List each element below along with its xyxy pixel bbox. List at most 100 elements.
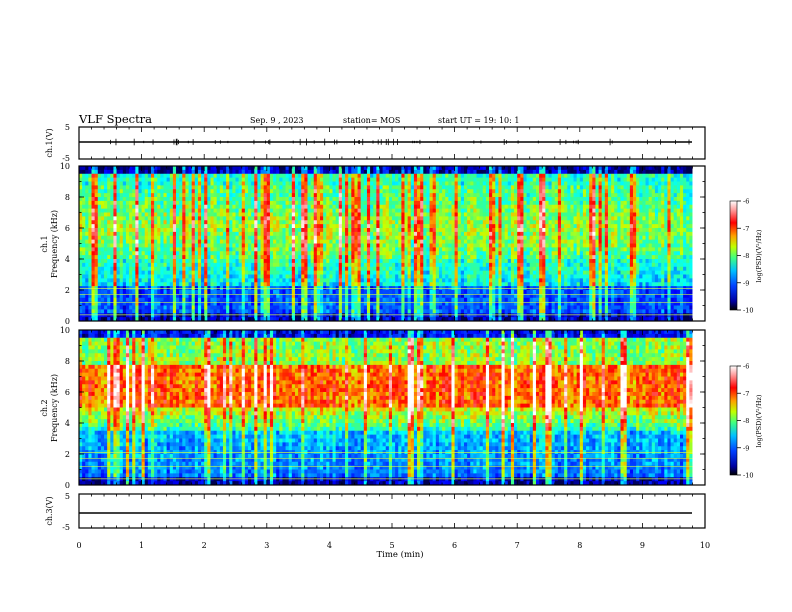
spectrogram-cell — [191, 189, 196, 194]
spectrogram-cell — [426, 282, 430, 287]
spectrogram-cell — [282, 220, 286, 225]
spectrogram-cell — [248, 290, 252, 295]
spectrogram-cell — [222, 235, 227, 241]
spectrogram-cell — [116, 200, 121, 206]
spectrogram-cell — [395, 297, 399, 303]
spectrogram-cell — [213, 204, 218, 210]
spectrogram-cell — [204, 169, 208, 175]
spectrogram-cell — [94, 243, 99, 248]
spectrogram-cell — [451, 189, 455, 194]
spectrogram-cell — [132, 282, 136, 287]
spectrogram-cell — [91, 259, 96, 264]
spectrogram-cell — [360, 274, 365, 279]
spectrogram-cell — [438, 193, 443, 198]
spectrogram-cell — [257, 239, 261, 244]
spectrogram-cell — [257, 317, 261, 322]
spectrogram-cell — [326, 197, 330, 202]
spectrogram-cell — [82, 228, 86, 233]
spectrogram-cell — [332, 251, 337, 256]
spectrogram-cell — [122, 235, 127, 241]
spectrogram-cell — [273, 305, 277, 310]
spectrogram-cell — [294, 208, 299, 213]
spectrogram-cell — [438, 305, 443, 310]
spectrogram-cell — [91, 231, 96, 237]
spectrogram-cell — [304, 282, 308, 287]
spectrogram-cell — [122, 216, 127, 221]
spectrogram-cell — [413, 224, 418, 229]
spectrogram-cell — [432, 200, 437, 206]
spectrogram-cell — [426, 235, 430, 241]
spectrogram-cell — [285, 212, 290, 217]
spectrogram-cell — [97, 282, 102, 287]
spectrogram-cell — [207, 297, 211, 303]
spectrogram-cell — [154, 216, 158, 221]
spectrogram-cell — [417, 293, 421, 299]
spectrogram-cell — [104, 270, 108, 275]
spectrogram-cell — [392, 317, 396, 322]
spectrogram-cell — [188, 169, 193, 175]
spectrogram-cell — [79, 274, 83, 279]
spectrogram-cell — [251, 189, 255, 194]
spectrogram-cell — [432, 274, 437, 279]
spectrogram-cell — [194, 278, 199, 283]
spectrogram-cell — [154, 166, 158, 171]
spectrogram-cell — [157, 220, 161, 225]
spectrogram-cell — [279, 243, 283, 248]
spectrogram-cell — [100, 255, 105, 260]
spectrogram-cell — [351, 216, 355, 221]
spectrogram-cell — [435, 259, 440, 264]
spectrogram-cell — [382, 270, 387, 275]
spectrogram-cell — [238, 251, 243, 256]
spectrogram-cell — [129, 255, 133, 260]
spectrogram-cell — [207, 212, 211, 217]
spectrogram-cell — [276, 231, 280, 237]
spectrogram-cell — [154, 262, 158, 268]
spectrogram-cell — [238, 282, 243, 287]
spectrogram-cell — [373, 204, 377, 210]
spectrogram-cell — [107, 309, 111, 314]
spectrogram-cell — [147, 212, 152, 217]
spectrogram-cell — [179, 293, 183, 299]
spectrogram-cell — [210, 212, 214, 217]
spectrogram-cell — [323, 274, 327, 279]
spectrogram-cell — [354, 212, 358, 217]
spectrogram-cell — [129, 259, 133, 264]
spectrogram-cell — [122, 309, 127, 314]
spectrogram-cell — [119, 166, 124, 171]
spectrogram-cell — [213, 220, 218, 225]
spectrogram-cell — [307, 282, 312, 287]
spectrogram-cell — [401, 239, 405, 244]
spectrogram-cell — [122, 266, 127, 272]
spectrogram-cell — [119, 297, 124, 303]
spectrogram-cell — [213, 197, 218, 202]
spectrogram-cell — [363, 255, 368, 260]
spectrogram-cell — [122, 224, 127, 229]
spectrogram-cell — [122, 228, 127, 233]
spectrogram-cell — [291, 282, 296, 287]
spectrogram-cell — [288, 255, 293, 260]
spectrogram-cell — [341, 270, 346, 275]
spectrogram-cell — [97, 177, 102, 182]
spectrogram-cell — [438, 247, 443, 252]
spectrogram-cell — [94, 239, 99, 244]
spectrogram-cell — [298, 197, 302, 202]
spectrogram-cell — [385, 282, 390, 287]
spectrogram-cell — [100, 177, 105, 182]
spectrogram-cell — [407, 166, 412, 171]
spectrogram-cell — [332, 293, 337, 299]
spectrogram-cell — [269, 251, 274, 256]
spectrogram-cell — [269, 197, 274, 202]
spectrogram-cell — [410, 243, 415, 248]
spectrogram-cell — [176, 212, 180, 217]
spectrogram-cell — [235, 270, 240, 275]
spectrogram-cell — [163, 166, 168, 171]
spectrogram-cell — [104, 243, 108, 248]
spectrogram-cell — [354, 301, 358, 306]
spectrogram-cell — [116, 297, 121, 303]
spectrogram-cell — [191, 313, 196, 318]
spectrogram-cell — [335, 181, 340, 186]
spectrogram-cell — [266, 181, 271, 186]
spectrogram-cell — [382, 255, 387, 260]
spectrogram-cell — [135, 204, 139, 210]
spectrogram-cell — [370, 204, 374, 210]
